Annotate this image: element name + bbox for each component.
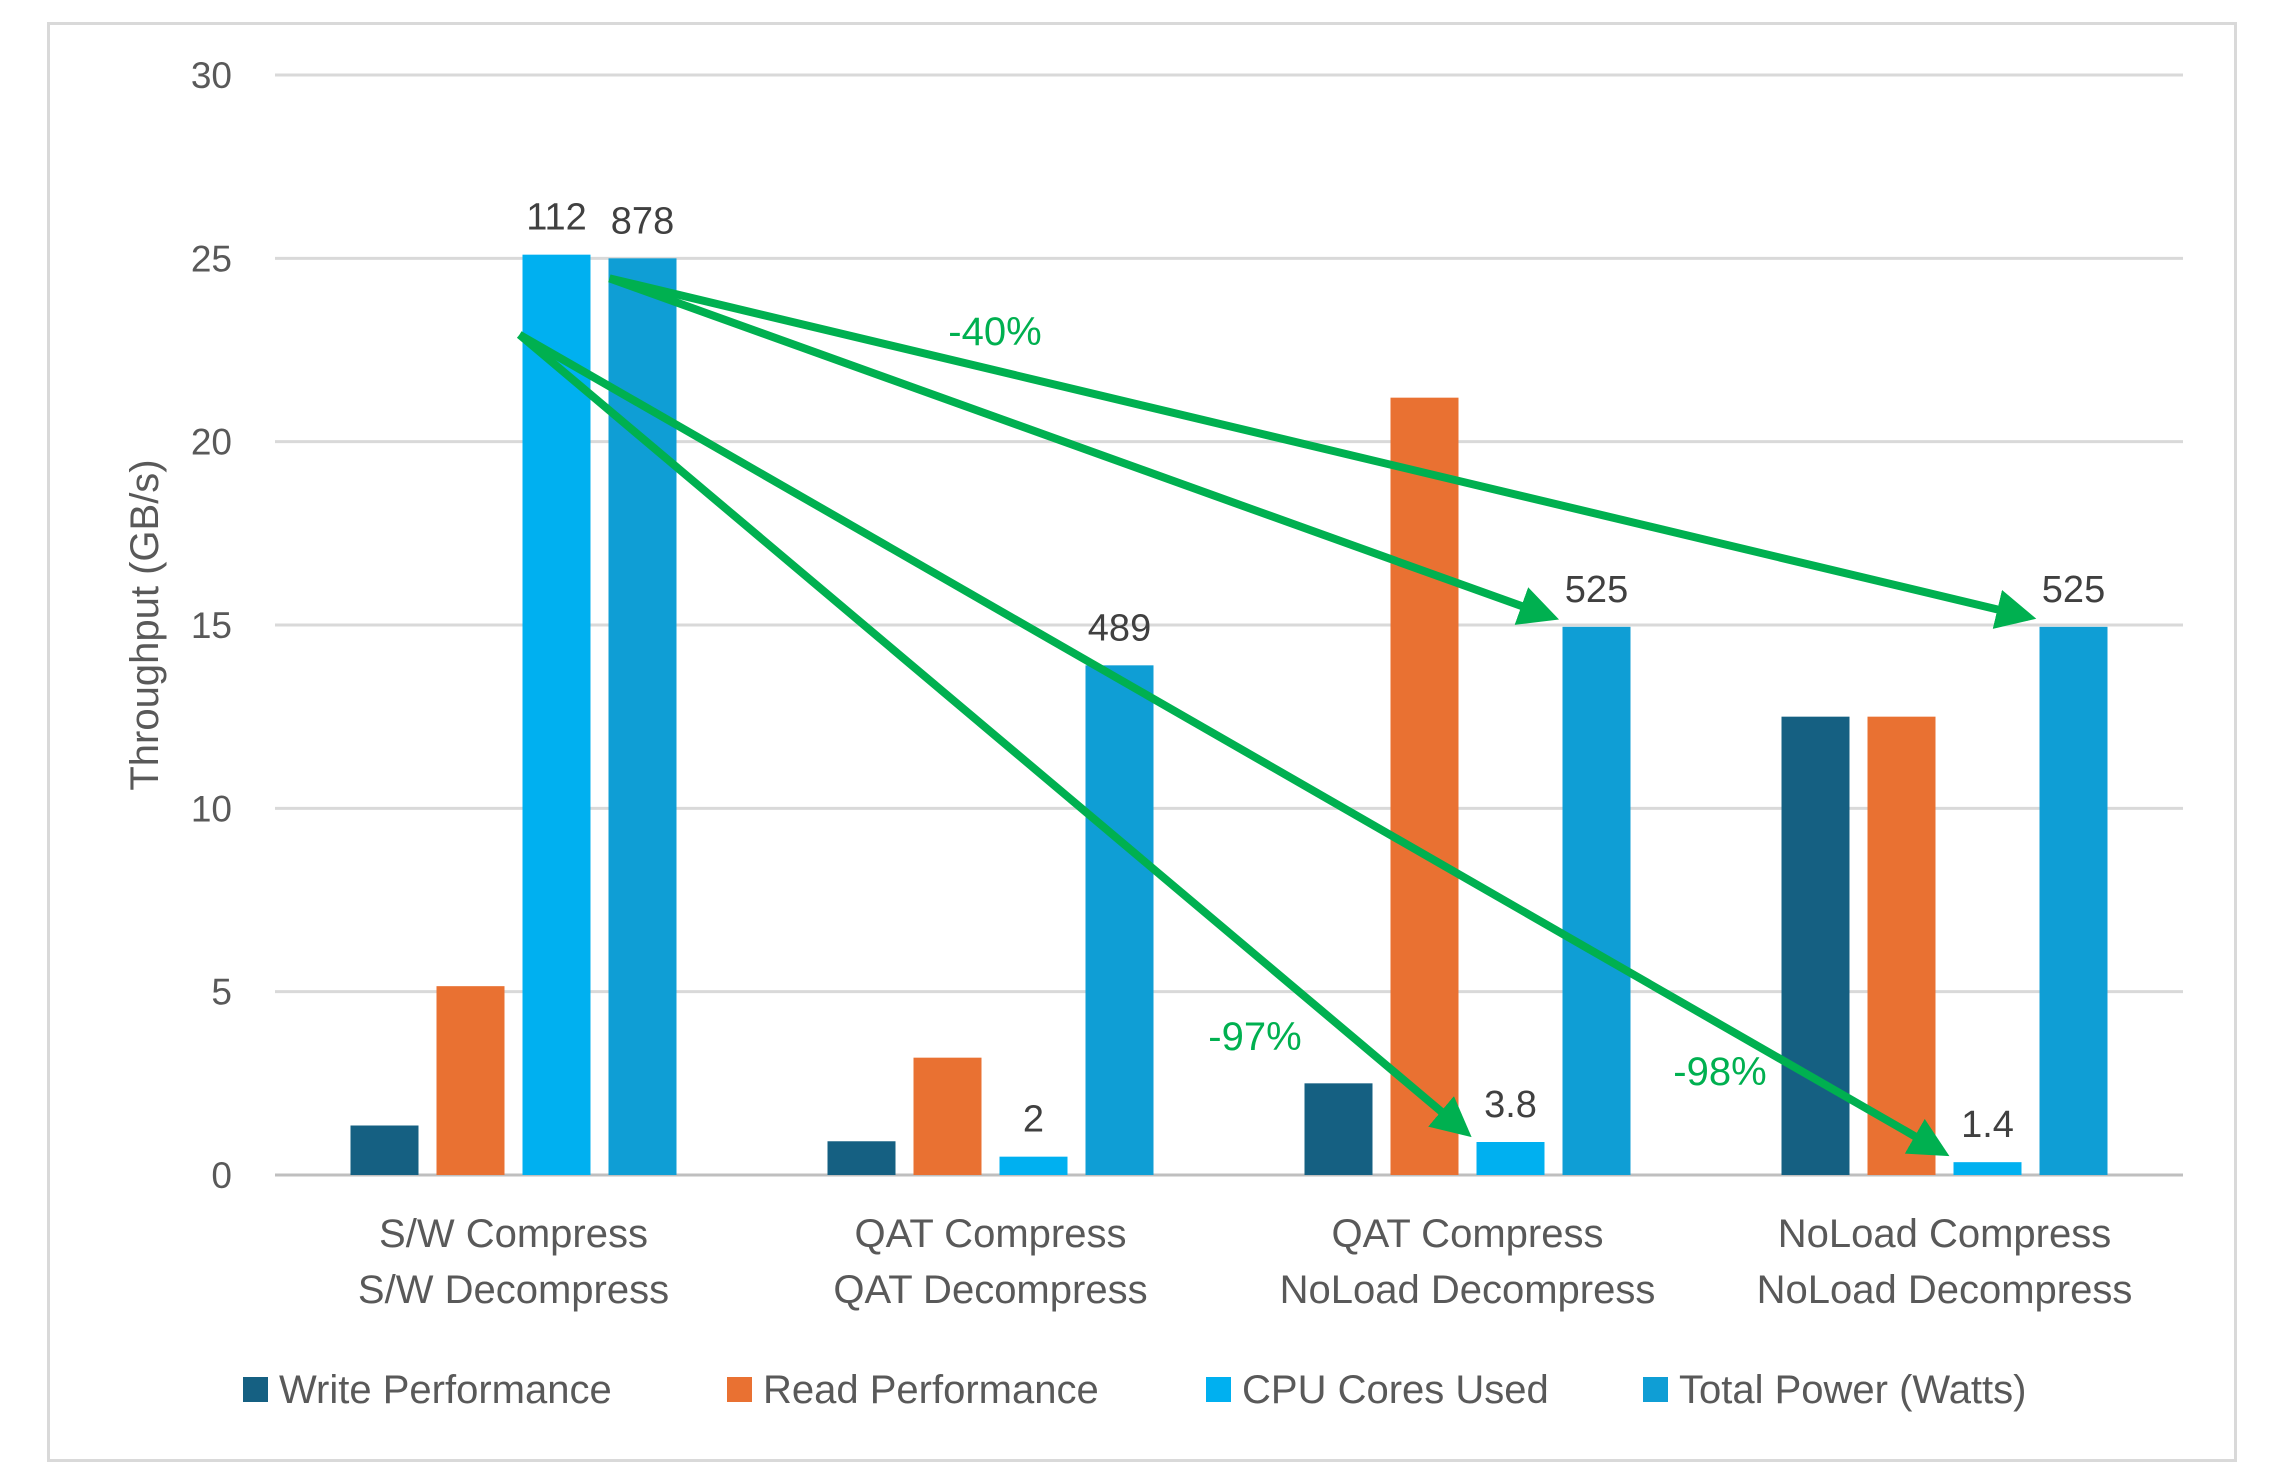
bar (350, 1125, 419, 1175)
bar (1953, 1162, 2022, 1175)
legend-label: Total Power (Watts) (1679, 1368, 2026, 1412)
bar (1304, 1083, 1373, 1175)
legend-label: Write Performance (279, 1368, 612, 1412)
y-tick-label: 10 (191, 788, 232, 829)
x-category-label: NoLoad Decompress (1280, 1268, 1656, 1312)
bar (522, 254, 591, 1175)
x-category-label: NoLoad Compress (1778, 1212, 2112, 1256)
annotation-arrow (517, 331, 1950, 1157)
bar (999, 1156, 1068, 1175)
y-tick-label: 30 (191, 55, 232, 96)
x-category-label: QAT Compress (1332, 1212, 1604, 1256)
data-label: 112 (526, 197, 587, 239)
data-label: 489 (1088, 607, 1151, 649)
bar (1085, 665, 1154, 1175)
annotation-label: -40% (948, 310, 1041, 354)
legend-swatch (243, 1377, 268, 1402)
annotation-label: -97% (1208, 1015, 1301, 1059)
legend-swatch (1643, 1377, 1668, 1402)
data-label: 3.8 (1484, 1084, 1537, 1126)
data-label: 2 (1023, 1099, 1044, 1141)
bar (608, 258, 677, 1175)
bar (913, 1057, 982, 1175)
y-tick-label: 5 (211, 972, 232, 1013)
y-tick-label: 0 (211, 1155, 232, 1196)
y-tick-label: 25 (191, 238, 232, 279)
annotation-label: -98% (1673, 1050, 1766, 1094)
legend-swatch (727, 1377, 752, 1402)
legend-swatch (1206, 1377, 1231, 1402)
annotation-arrow (608, 274, 1560, 625)
annotation-arrow (608, 274, 2037, 629)
x-category-label: QAT Compress (855, 1212, 1127, 1256)
legend-label: Read Performance (763, 1368, 1099, 1412)
y-axis-title: Throughput (GB/s) (123, 459, 167, 790)
data-label: 878 (611, 200, 674, 242)
x-category-label: QAT Decompress (833, 1268, 1147, 1312)
bar (827, 1141, 896, 1175)
bar (1781, 716, 1850, 1175)
x-category-label: S/W Decompress (358, 1268, 669, 1312)
data-label: 525 (1565, 569, 1628, 611)
bar (436, 986, 505, 1175)
legend-label: CPU Cores Used (1242, 1368, 1549, 1412)
x-category-label: NoLoad Decompress (1757, 1268, 2133, 1312)
bar (1867, 716, 1936, 1175)
bar (2039, 626, 2108, 1175)
bar (1562, 626, 1631, 1175)
bar (1476, 1142, 1545, 1175)
annotation-arrow (516, 331, 1472, 1138)
x-category-label: S/W Compress (379, 1212, 648, 1256)
data-label: 1.4 (1961, 1104, 2014, 1146)
bar (1390, 397, 1459, 1176)
data-label: 525 (2042, 569, 2105, 611)
y-tick-label: 20 (191, 422, 232, 463)
y-tick-label: 15 (191, 605, 232, 646)
